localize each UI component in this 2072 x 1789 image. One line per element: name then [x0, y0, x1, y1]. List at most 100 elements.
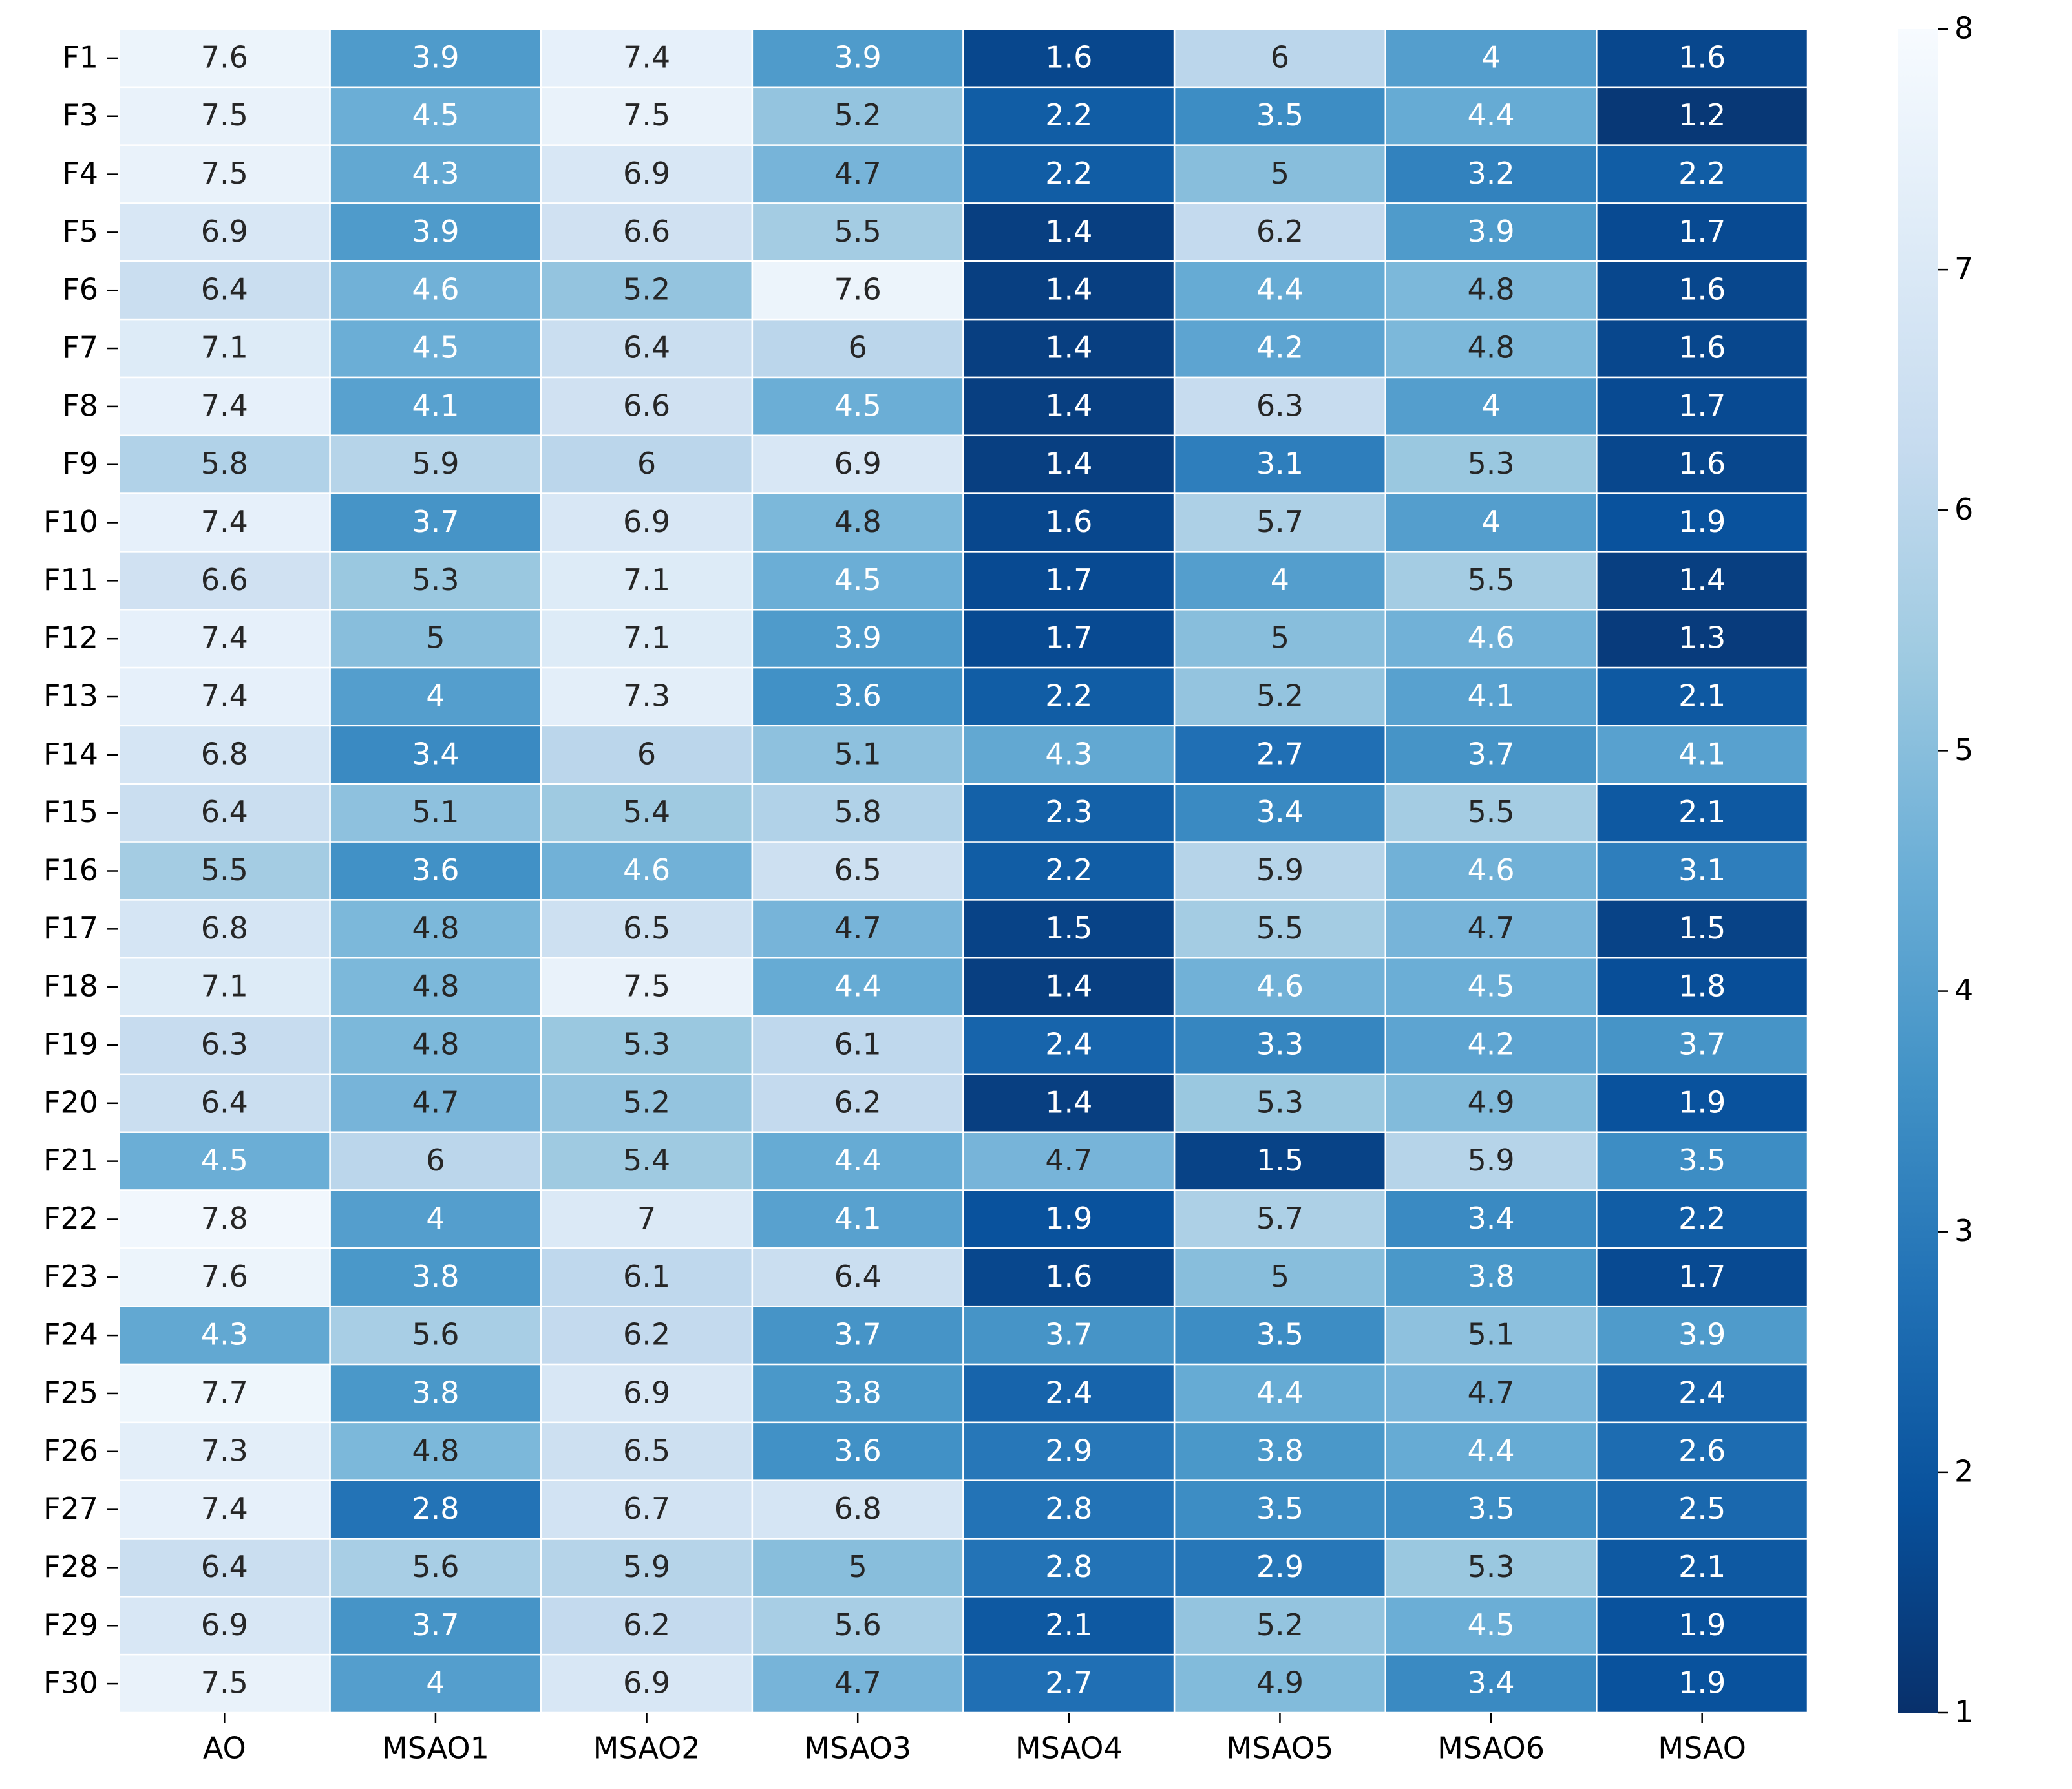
heatmap-cell: [962, 434, 1176, 494]
cell-label: 4.5: [201, 1143, 248, 1178]
cell-label: 2.4: [1678, 1375, 1726, 1410]
heatmap-cell: [751, 783, 964, 843]
cell-label: 5.3: [1467, 1549, 1514, 1584]
heatmap-cell: [1596, 144, 1809, 204]
cell-label: 4.1: [834, 1201, 882, 1236]
heatmap-cell: [1384, 202, 1598, 262]
cell-label: 7.5: [201, 1666, 248, 1700]
cell-label: 6.2: [1256, 214, 1304, 249]
cell-label: 4.5: [834, 562, 882, 597]
cell-label: 7.6: [201, 39, 248, 74]
cell-label: 7.3: [201, 1433, 248, 1468]
y-tick-label: F21: [43, 1143, 98, 1178]
heatmap-cell: [1384, 551, 1598, 611]
cell-label: 4.4: [1467, 98, 1514, 132]
cell-label: 3.3: [1256, 1026, 1304, 1061]
heatmap-cell: [751, 1247, 964, 1307]
heatmap-cell: [751, 144, 964, 204]
cell-label: 2.6: [1678, 1433, 1726, 1468]
y-tick-label: F3: [62, 98, 98, 132]
heatmap-cell: [751, 86, 964, 146]
cell-label: 5.1: [412, 794, 459, 829]
cell-label: 2.4: [1045, 1375, 1092, 1410]
cell-label: 2.2: [1045, 98, 1092, 132]
heatmap-cell: [1596, 1015, 1809, 1075]
cell-label: 1.4: [1045, 969, 1092, 1004]
heatmap-cell: [540, 783, 754, 843]
x-tick-label: MSAO2: [593, 1731, 701, 1766]
heatmap-cell: [540, 609, 754, 669]
cell-label: 2.1: [1045, 1607, 1092, 1642]
y-tick-label: F27: [43, 1491, 98, 1526]
cell-label: 6.9: [201, 1607, 248, 1642]
heatmap-cell: [962, 492, 1176, 553]
heatmap-cell: [540, 376, 754, 437]
heatmap-cell: [118, 1073, 331, 1133]
heatmap-cell: [540, 434, 754, 494]
heatmap-cell: [962, 1073, 1176, 1133]
heatmap-cell: [329, 609, 542, 669]
cell-label: 4.1: [412, 388, 459, 423]
cell-label: 2.8: [1045, 1491, 1092, 1526]
cell-label: 1.6: [1678, 446, 1726, 481]
y-tick-label: F10: [43, 504, 98, 539]
heatmap-cell: [329, 1538, 542, 1598]
cell-label: 5.9: [412, 446, 459, 481]
heatmap-cell: [329, 318, 542, 379]
x-tick-label: MSAO1: [382, 1731, 489, 1766]
cell-label: 1.7: [1678, 214, 1726, 249]
cell-label: 4.2: [1467, 1026, 1514, 1061]
cell-label: 3.7: [412, 504, 459, 539]
cell-label: 7.5: [623, 98, 670, 132]
heatmap-cell: [1173, 28, 1386, 89]
heatmap-cell: [540, 1538, 754, 1598]
cell-label: 5: [426, 620, 445, 655]
cell-label: 1.5: [1256, 1143, 1304, 1178]
cell-label: 1.4: [1045, 388, 1092, 423]
cell-label: 4.3: [201, 1317, 248, 1352]
cell-label: 7.8: [201, 1201, 248, 1236]
cell-label: 3.6: [834, 1433, 882, 1468]
heatmap-cell: [540, 318, 754, 379]
cell-label: 6.1: [623, 1259, 670, 1294]
cell-label: 1.6: [1678, 39, 1726, 74]
heatmap-cell: [962, 376, 1176, 437]
y-tick-label: F19: [43, 1026, 98, 1061]
cell-label: 4: [1271, 562, 1289, 597]
heatmap-cell: [540, 725, 754, 785]
y-tick-label: F12: [43, 620, 98, 655]
cell-label: 4: [1481, 388, 1500, 423]
cell-label: 2.1: [1678, 794, 1726, 829]
heatmap-cell: [118, 28, 331, 89]
heatmap-cell: [1384, 144, 1598, 204]
cell-label: 5.5: [1467, 562, 1514, 597]
heatmap-cell: [751, 260, 964, 321]
cell-label: 4.5: [412, 330, 459, 365]
heatmap-cell: [329, 1479, 542, 1540]
heatmap-cell: [118, 725, 331, 785]
cell-label: 1.6: [1678, 330, 1726, 365]
heatmap-cell: [1384, 609, 1598, 669]
y-tick-label: F7: [62, 330, 98, 365]
heatmap-cell: [1173, 1073, 1386, 1133]
cell-label: 3.4: [1467, 1666, 1514, 1700]
heatmap-cell: [1596, 725, 1809, 785]
cell-label: 7.4: [201, 679, 248, 714]
heatmap-cell: [751, 492, 964, 553]
cell-label: 6.6: [201, 562, 248, 597]
heatmap-cell: [329, 1073, 542, 1133]
cell-label: 3.7: [1045, 1317, 1092, 1352]
cell-label: 4.5: [834, 388, 882, 423]
heatmap-cell: [118, 551, 331, 611]
cell-label: 6.9: [623, 156, 670, 191]
cell-label: 7.4: [623, 39, 670, 74]
cell-label: 7: [637, 1201, 656, 1236]
heatmap-cell: [118, 376, 331, 437]
cell-label: 6.4: [834, 1259, 882, 1294]
heatmap-cell: [1173, 551, 1386, 611]
cell-label: 4.7: [412, 1085, 459, 1119]
cell-label: 4.9: [1467, 1085, 1514, 1119]
cell-label: 4.8: [1467, 272, 1514, 307]
cell-label: 5.3: [1256, 1085, 1304, 1119]
cell-label: 4.9: [1256, 1666, 1304, 1700]
